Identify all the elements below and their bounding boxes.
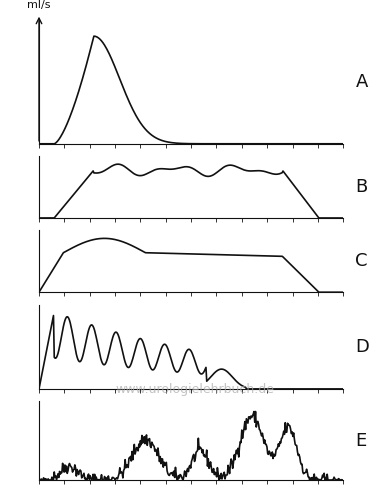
Text: ml/s: ml/s — [27, 0, 50, 10]
Text: D: D — [355, 338, 369, 355]
Text: 60 s: 60 s — [210, 166, 233, 176]
Text: www.urologielehrbuch.de: www.urologielehrbuch.de — [115, 384, 275, 396]
Text: A: A — [355, 73, 368, 91]
Text: C: C — [355, 252, 368, 270]
Text: E: E — [355, 432, 367, 450]
Text: B: B — [355, 178, 368, 196]
